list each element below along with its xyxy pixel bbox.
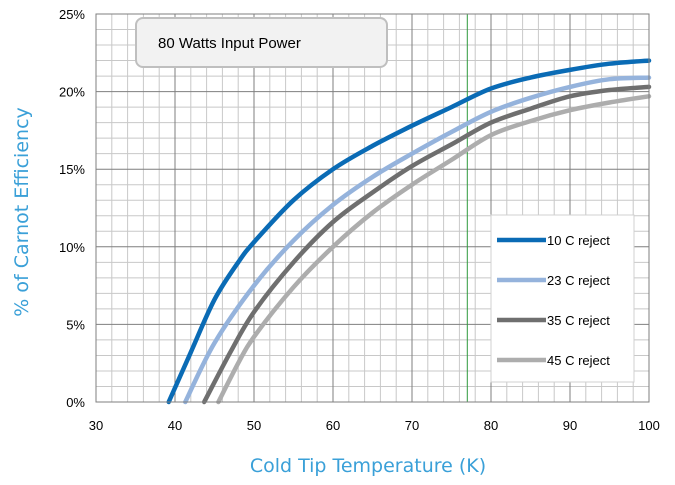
x-axis-title: Cold Tip Temperature (K) bbox=[250, 455, 486, 477]
x-tick-label: 90 bbox=[563, 418, 577, 433]
series-line-4 bbox=[216, 94, 652, 405]
x-tick-label: 60 bbox=[326, 418, 340, 433]
x-axis-ticks: 30 40 50 60 70 80 90 100 bbox=[89, 418, 660, 433]
x-tick-label: 40 bbox=[168, 418, 182, 433]
y-tick-label: 25% bbox=[59, 7, 85, 22]
x-tick-label: 30 bbox=[89, 418, 103, 433]
y-tick-label: 20% bbox=[59, 85, 85, 100]
legend-label: 23 C reject bbox=[547, 273, 610, 288]
plot-frame bbox=[95, 13, 650, 403]
y-axis-ticks: 0% 5% 10% 15% 20% 25% bbox=[59, 7, 85, 410]
series-lines bbox=[166, 58, 652, 405]
y-tick-label: 0% bbox=[66, 395, 85, 410]
legend-label: 45 C reject bbox=[547, 353, 610, 368]
y-tick-label: 15% bbox=[59, 162, 85, 177]
annotation-box: 80 Watts Input Power bbox=[135, 17, 388, 68]
series-line-3 bbox=[201, 84, 652, 405]
legend-label: 35 C reject bbox=[547, 313, 610, 328]
legend-box bbox=[490, 214, 635, 383]
legend-label: 10 C reject bbox=[547, 233, 610, 248]
y-tick-label: 5% bbox=[66, 317, 85, 332]
x-tick-label: 50 bbox=[247, 418, 261, 433]
y-axis-title: % of Carnot Efficiency bbox=[11, 107, 33, 317]
annotation-text: 80 Watts Input Power bbox=[158, 35, 301, 52]
y-tick-label: 10% bbox=[59, 240, 85, 255]
series-line-2 bbox=[183, 75, 652, 405]
x-tick-label: 70 bbox=[405, 418, 419, 433]
x-tick-label: 80 bbox=[484, 418, 498, 433]
series-line-1 bbox=[166, 58, 652, 405]
annotation-box-bg bbox=[135, 17, 388, 68]
x-tick-label: 100 bbox=[638, 418, 660, 433]
legend: 10 C reject 23 C reject 35 C reject 45 C re… bbox=[490, 214, 635, 383]
